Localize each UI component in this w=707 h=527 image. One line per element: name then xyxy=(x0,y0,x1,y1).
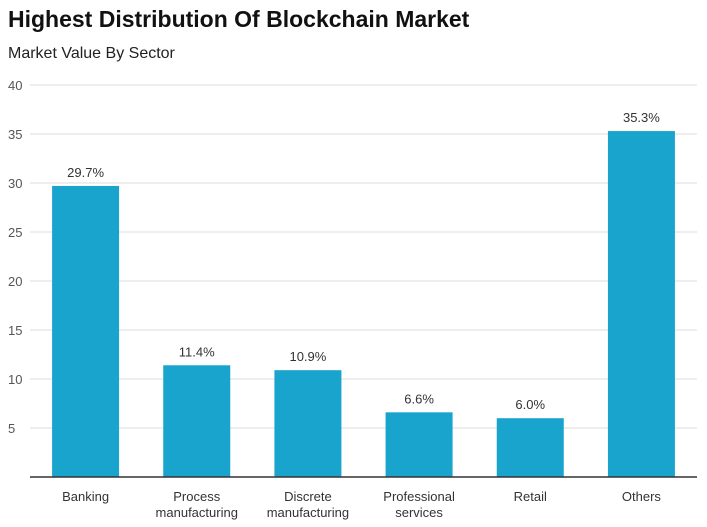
bar xyxy=(607,131,675,477)
y-tick-label: 15 xyxy=(8,323,22,338)
x-tick-label: services xyxy=(395,505,443,520)
data-label: 29.7% xyxy=(67,165,104,180)
data-label: 11.4% xyxy=(179,344,215,359)
y-tick-label: 10 xyxy=(8,372,22,387)
data-label: 35.3% xyxy=(623,110,660,125)
data-label: 10.9% xyxy=(289,349,326,364)
y-tick-label: 40 xyxy=(8,78,22,93)
bar xyxy=(385,412,453,477)
y-tick-label: 5 xyxy=(8,421,15,436)
chart-title: Highest Distribution Of Blockchain Marke… xyxy=(8,6,470,32)
x-tick-label: Process xyxy=(173,489,220,504)
data-label: 6.0% xyxy=(515,397,545,412)
y-tick-label: 25 xyxy=(8,225,22,240)
x-tick-label: Retail xyxy=(514,489,547,504)
bar xyxy=(496,418,564,477)
bar xyxy=(163,365,231,477)
data-label: 6.6% xyxy=(404,391,434,406)
y-tick-label: 30 xyxy=(8,176,22,191)
y-tick-label: 35 xyxy=(8,127,22,142)
x-tick-label: Professional xyxy=(383,489,455,504)
y-tick-label: 20 xyxy=(8,274,22,289)
bar xyxy=(52,185,120,477)
x-tick-label: manufacturing xyxy=(267,505,349,520)
x-tick-label: Banking xyxy=(62,489,109,504)
x-tick-label: Discrete xyxy=(284,489,332,504)
x-tick-label: manufacturing xyxy=(156,505,238,520)
bar xyxy=(274,370,342,477)
chart-subtitle: Market Value By Sector xyxy=(8,45,175,62)
x-tick-label: Others xyxy=(622,489,662,504)
